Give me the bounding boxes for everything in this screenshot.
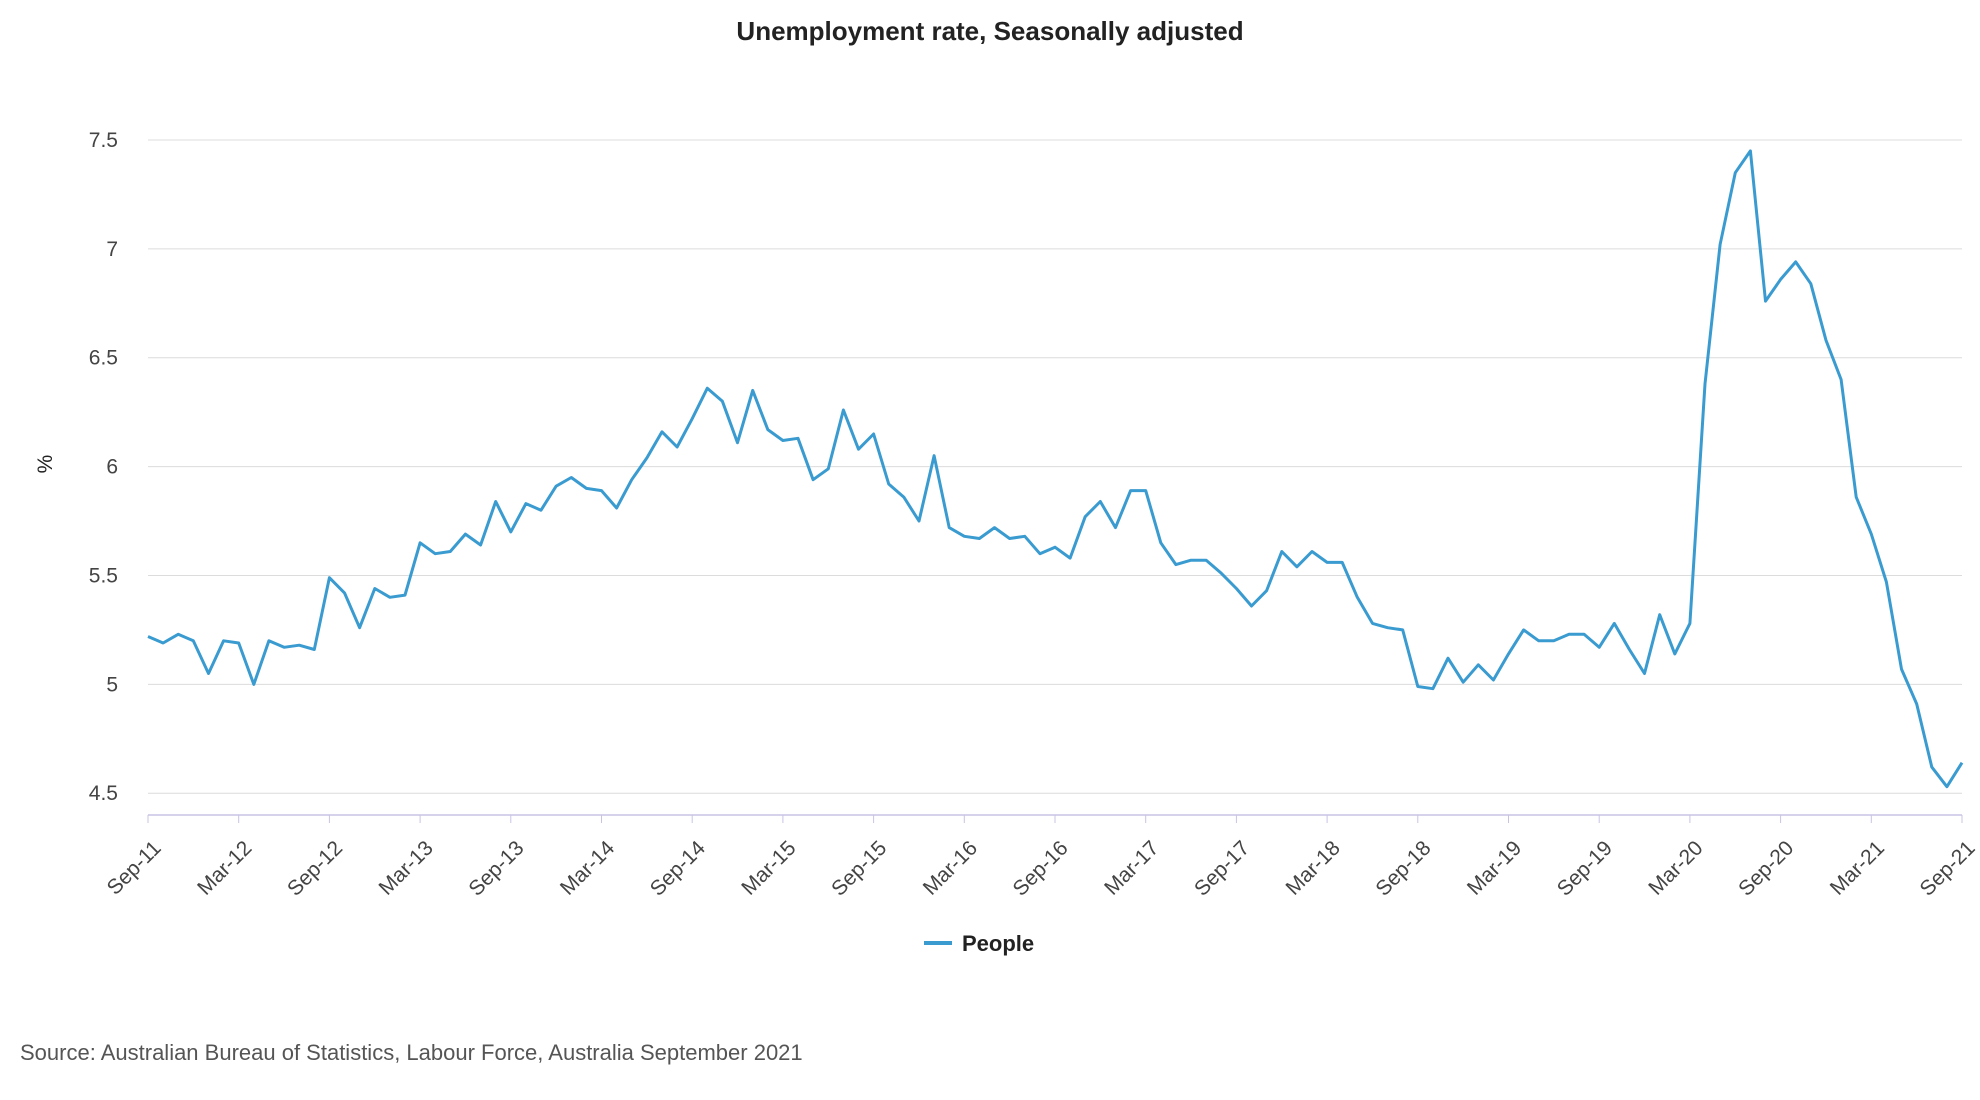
x-tick-label: Mar-14 [556,836,620,900]
y-axis-label: % [34,455,57,474]
x-tick-label: Mar-20 [1644,836,1707,899]
x-tick-label: Mar-15 [737,836,800,899]
y-tick-label: 6.5 [89,347,118,370]
x-tick-label: Sep-11 [103,836,166,899]
x-tick-label: Mar-12 [193,836,256,899]
x-tick-label: Mar-19 [1463,836,1526,899]
y-axis-ticks: 4.5 5 5.5 6 6.5 7 7.5 [89,129,118,805]
legend-label-people: People [962,931,1034,956]
x-tick-label: Sep-20 [1734,836,1798,900]
x-tick-label: Sep-14 [646,836,710,900]
x-tick-label: Sep-19 [1553,836,1617,900]
x-tick-label: Sep-18 [1371,836,1435,900]
x-tick-label: Sep-17 [1190,836,1254,900]
chart-title: Unemployment rate, Seasonally adjusted [736,16,1243,46]
y-tick-label: 4.5 [89,782,118,805]
x-tick-label: Sep-16 [1009,836,1073,900]
series-group [147,149,1964,789]
source-note: Source: Australian Bureau of Statistics,… [20,1040,803,1065]
x-tick-label: Sep-21 [1916,836,1980,900]
x-tick-label: Mar-16 [919,836,982,899]
x-tick-label: Mar-13 [375,836,438,899]
x-tick-label: Mar-17 [1100,836,1163,899]
x-axis-ticks: Sep-11 Mar-12 Sep-12 Mar-13 Sep-13 Mar-14 Sep-… [103,815,1980,901]
legend[interactable]: People [924,931,1034,956]
series-line-people[interactable] [147,149,1964,789]
x-tick-label: Mar-21 [1826,836,1889,899]
x-tick-label: Sep-12 [283,836,347,900]
y-tick-label: 7.5 [89,129,118,152]
x-tick-label: Sep-13 [464,836,528,900]
x-tick-label: Sep-15 [827,836,891,900]
y-tick-label: 7 [106,238,118,261]
x-tick-label: Mar-18 [1282,836,1345,899]
y-tick-label: 5.5 [89,564,118,587]
y-tick-label: 5 [106,673,118,696]
y-tick-label: 6 [106,456,118,479]
gridlines [148,139,1962,794]
